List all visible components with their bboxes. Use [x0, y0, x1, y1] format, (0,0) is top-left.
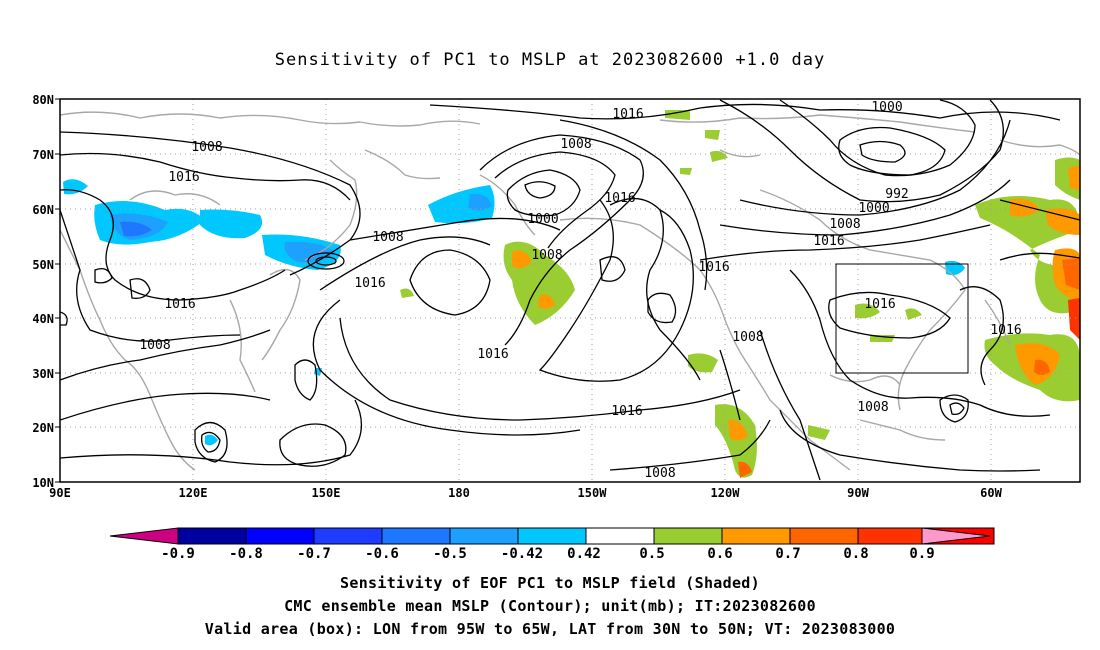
isobar-label: 1008 [560, 137, 591, 152]
caption-line-1: Sensitivity of EOF PC1 to MSLP field (Sh… [340, 574, 760, 592]
lat-tick-label: 40N [32, 312, 54, 326]
isobar-label: 1008 [372, 230, 403, 245]
lat-tick-label: 80N [32, 93, 54, 107]
isobar-label: 1016 [168, 170, 199, 185]
isobar-labels: 1016 1008 1016 1008 1000 1016 1008 1008 … [139, 100, 1021, 481]
lon-tick-label: 90W [847, 486, 869, 500]
isobar-label: 1000 [858, 201, 889, 216]
isobar-label: 1016 [477, 347, 508, 362]
lat-tick-label: 70N [32, 148, 54, 162]
lon-axis: 90E 120E 150E 180 150W 120W 90W 60W [49, 486, 1002, 500]
isobar-label: 1008 [531, 248, 562, 263]
lon-tick-label: 60W [980, 486, 1002, 500]
isobar-label: 1008 [139, 338, 170, 353]
low-center-150e [307, 252, 345, 270]
isobars [60, 99, 1080, 481]
map-title: Sensitivity of PC1 to MSLP at 2023082600… [274, 50, 826, 70]
isobar-label: 1000 [871, 100, 902, 115]
lon-tick-label: 150W [578, 486, 608, 500]
isobar-label: 1016 [990, 323, 1021, 338]
isobar-label: 1008 [191, 140, 222, 155]
lon-tick-label: 180 [448, 486, 470, 500]
isobar-label: 1016 [612, 107, 643, 122]
isobar-label: 1016 [354, 276, 385, 291]
caption-line-3: Valid area (box): LON from 95W to 65W, L… [204, 620, 896, 638]
shaded-sensitivity [63, 110, 1080, 478]
lon-tick-label: 120W [711, 486, 741, 500]
isobar-label: 1008 [829, 217, 860, 232]
isobar-label: 1016 [864, 297, 895, 312]
lat-tick-label: 50N [32, 258, 54, 272]
isobar-label: 1008 [644, 466, 675, 481]
isobar-label: 1016 [698, 260, 729, 275]
isobar-label: 1016 [604, 191, 635, 206]
lat-tick-label: 60N [32, 203, 54, 217]
caption-line-2: CMC ensemble mean MSLP (Contour); unit(m… [284, 597, 816, 615]
isobar-label: 1008 [732, 330, 763, 345]
isobar-label: 1008 [857, 400, 888, 415]
isobar-label: 1016 [611, 404, 642, 419]
lat-tick-label: 20N [32, 421, 54, 435]
lat-tick-label: 30N [32, 367, 54, 381]
isobar-label: 1000 [527, 212, 558, 227]
lon-tick-label: 120E [179, 486, 208, 500]
coastlines [60, 111, 1080, 471]
lon-tick-label: 150E [312, 486, 341, 500]
isobar-label: 1016 [164, 297, 195, 312]
isobar-label: 992 [885, 187, 908, 202]
plot-frame [59, 98, 1081, 483]
isobar-label: 1016 [813, 234, 844, 249]
lon-tick-label: 90E [49, 486, 71, 500]
valid-area-box [835, 263, 969, 374]
lat-tick-label: 10N [32, 476, 54, 490]
lat-axis: 80N 70N 60N 50N 40N 30N 20N 10N [32, 93, 60, 490]
